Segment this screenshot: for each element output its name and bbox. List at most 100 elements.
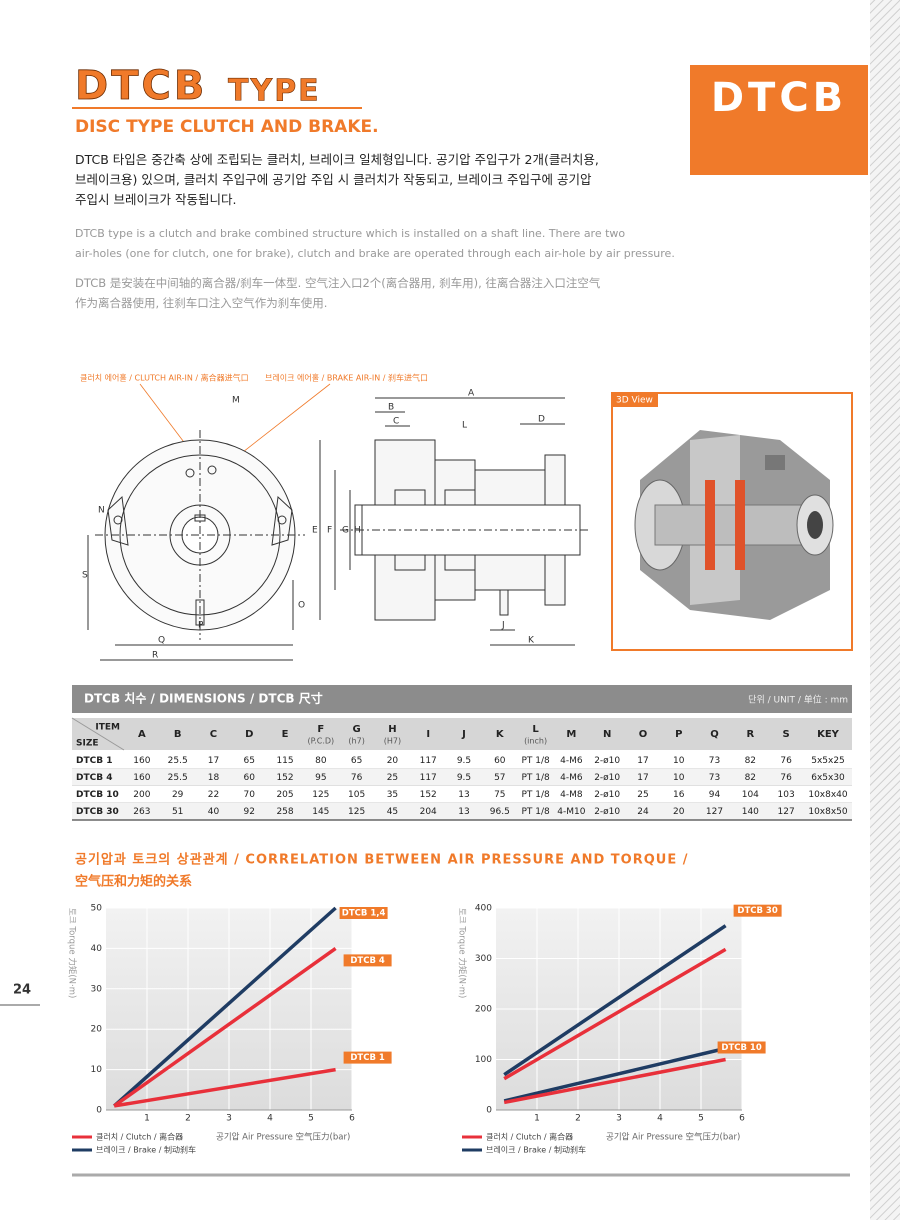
legend-label: 브레이크 / Brake / 制动刹车: [96, 1145, 196, 1155]
series-line: [503, 947, 727, 1081]
table-header: S: [783, 729, 790, 740]
table-cell: 17: [637, 773, 648, 783]
dim-letter: E: [312, 526, 318, 536]
table-cell: 25: [637, 790, 648, 800]
table-cell: 75: [494, 790, 505, 800]
x-tick-label: 5: [308, 1114, 314, 1124]
table-cell: 16: [673, 790, 685, 800]
table-cell: 125: [312, 790, 329, 800]
table-header: K: [496, 729, 505, 740]
table-cell: 51: [172, 807, 183, 817]
y-tick-label: 30: [91, 984, 103, 994]
table-cell: 117: [420, 773, 437, 783]
legend-label: 클러치 / Clutch / 离合器: [96, 1132, 183, 1142]
chinese-text: DTCB 是安装在中间轴的离合器/刹车一体型. 空气注入口2个(离合器用, 刹车…: [75, 273, 600, 313]
y-axis-label: 토크 Torque 力矩(N·m): [457, 908, 468, 998]
dim-letter: A: [468, 389, 475, 399]
x-axis-label: 공기압 Air Pressure 空气压力(bar): [606, 1132, 740, 1143]
dim-letter: K: [528, 636, 535, 646]
x-tick-label: 4: [657, 1114, 663, 1124]
table-header: F: [317, 724, 324, 735]
table-cell: PT 1/8: [521, 773, 550, 783]
table-cell: 60: [244, 773, 256, 783]
table-header: E: [282, 729, 289, 740]
text-line: DTCB 타입은 중간축 상에 조립되는 클러치, 브레이크 일체형입니다. 공…: [75, 152, 599, 167]
table-row-label: DTCB 30: [76, 807, 119, 817]
x-tick-label: 4: [267, 1114, 273, 1124]
table-cell: 95: [315, 773, 326, 783]
series-line: [503, 1046, 727, 1103]
text-line: DTCB 是安装在中间轴的离合器/刹车一体型. 空气注入口2个(离合器用, 刹车…: [75, 276, 601, 290]
x-tick-label: 2: [185, 1114, 191, 1124]
front-letters: M N S O P Q R: [82, 396, 305, 661]
table-cell: 263: [133, 807, 150, 817]
table-header: I: [426, 729, 430, 740]
table-header: KEY: [817, 729, 840, 740]
table-header: R: [746, 729, 754, 740]
y-tick-label: 10: [91, 1065, 103, 1075]
series-line: [113, 946, 337, 1108]
table-cell: 125: [348, 807, 365, 817]
table-header-sub: (H7): [384, 737, 401, 746]
y-tick-label: 400: [475, 904, 492, 914]
table-header: D: [245, 729, 253, 740]
table-cell: 70: [244, 790, 256, 800]
table-header-sub: (h7): [348, 737, 364, 746]
table-cell: 127: [778, 807, 795, 817]
table-cell: 10x8x50: [808, 807, 848, 817]
table-cell: PT 1/8: [521, 756, 550, 766]
table-cell: 40: [208, 807, 220, 817]
table-cell: 4-M6: [560, 756, 583, 766]
table-cell: 76: [351, 773, 363, 783]
table-header-bg: [72, 718, 852, 750]
table-cell: 115: [276, 756, 293, 766]
table-cell: 73: [709, 773, 720, 783]
table-header: A: [138, 729, 146, 740]
title: DTCB: [75, 63, 207, 109]
table-row-label: DTCB 4: [76, 773, 112, 783]
table-cell: 60: [494, 756, 506, 766]
table-row-bg: [72, 752, 852, 769]
table-cell: 152: [420, 790, 437, 800]
series-line: [503, 1057, 726, 1105]
table-cell: 140: [742, 807, 759, 817]
x-tick-label: 3: [616, 1114, 622, 1124]
y-tick-label: 200: [475, 1005, 492, 1015]
y-tick-label: 20: [91, 1025, 103, 1035]
table-cell: 25.5: [168, 773, 188, 783]
table-unit: 단위 / UNIT / 单位 : mm: [748, 694, 848, 706]
series-line: [113, 1067, 336, 1108]
line-label-bg: [733, 904, 782, 917]
y-tick-label: 100: [475, 1055, 492, 1065]
front-view: [87, 430, 305, 661]
table-cell: 82: [745, 756, 756, 766]
table-cell: 45: [387, 807, 398, 817]
section-title: 空气压和力矩的关系: [75, 874, 192, 890]
x-tick-label: 3: [226, 1114, 232, 1124]
dim-letter: S: [82, 571, 88, 581]
table-cell: 24: [637, 807, 649, 817]
page-number: 24: [13, 983, 31, 998]
table-cell: 25.5: [168, 756, 188, 766]
legend-label: 클러치 / Clutch / 离合器: [486, 1132, 573, 1142]
table-header: C: [210, 729, 217, 740]
table-cell: 200: [133, 790, 150, 800]
text-line: air-holes (one for clutch, one for brake…: [75, 247, 675, 260]
table-cell: 20: [387, 756, 399, 766]
korean-text: DTCB 타입은 중간축 상에 조립되는 클러치, 브레이크 일체형입니다. 공…: [75, 150, 599, 210]
table-cell: 105: [348, 790, 365, 800]
table-header: L: [532, 724, 539, 735]
table-cell: 4-M6: [560, 773, 583, 783]
x-tick-label: 1: [534, 1114, 540, 1124]
table-cell: 18: [208, 773, 220, 783]
dim-letter: Q: [158, 636, 165, 646]
table-cell: 117: [420, 756, 437, 766]
text-line: 주입시 브레이크가 작동됩니다.: [75, 192, 237, 207]
table-header: N: [603, 729, 611, 740]
table-corner: SIZE: [76, 739, 99, 749]
dim-letter: G: [342, 526, 349, 536]
table-header: J: [461, 729, 466, 740]
side-stripe: [870, 0, 900, 1220]
table-cell: 5x5x25: [811, 756, 845, 766]
